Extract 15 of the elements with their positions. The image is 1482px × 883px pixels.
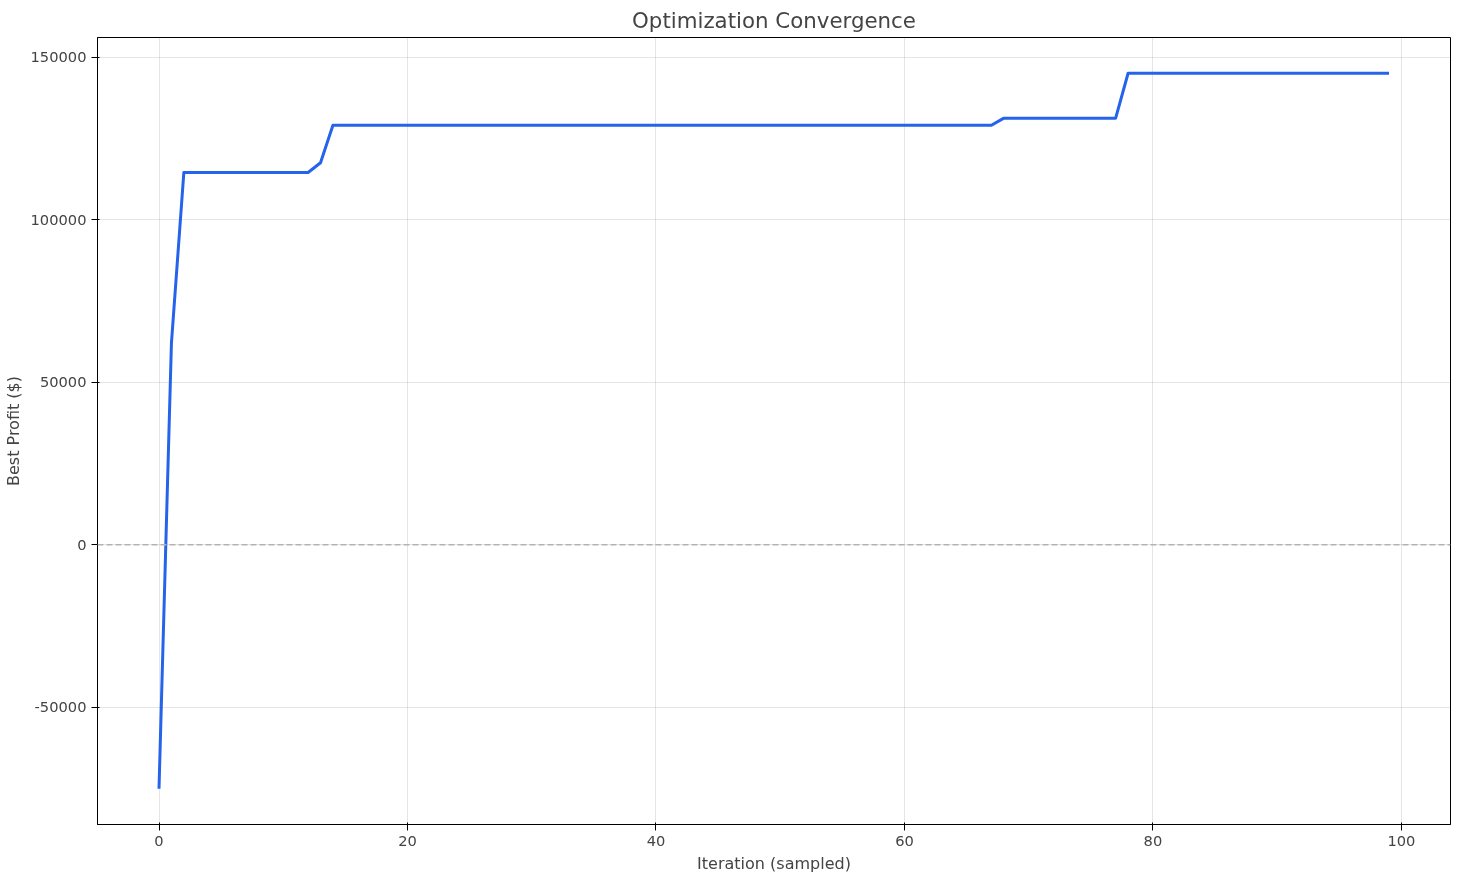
y-tick-label: 0	[77, 535, 87, 553]
x-tick-label: 60	[895, 831, 914, 849]
x-tick-label: 20	[398, 831, 417, 849]
x-axis-title: Iteration (sampled)	[697, 853, 851, 873]
line-series	[157, 71, 1391, 791]
y-tick-label: -50000	[34, 698, 87, 716]
chart-title: Optimization Convergence	[632, 7, 916, 33]
y-axis-title: Best Profit ($)	[3, 376, 23, 486]
y-tick-label: 50000	[39, 373, 87, 391]
x-tick-label: 100	[1387, 831, 1416, 849]
x-tick-label: 40	[646, 831, 666, 849]
y-tick-label: 100000	[30, 210, 87, 228]
x-tick-label: 0	[154, 831, 164, 849]
x-tick-label: 80	[1143, 831, 1163, 849]
y-tick-label: 150000	[30, 48, 87, 66]
